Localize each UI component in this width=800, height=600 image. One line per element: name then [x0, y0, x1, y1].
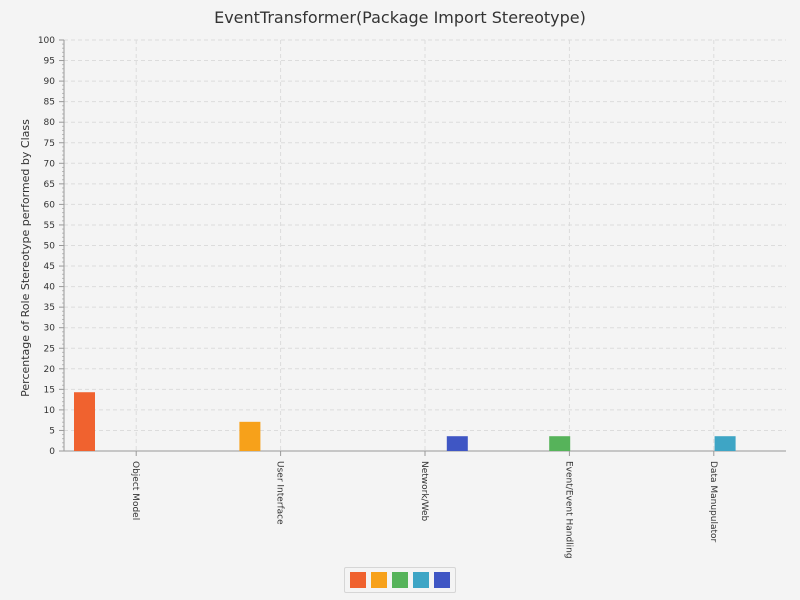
y-tick-label: 10: [44, 406, 56, 416]
x-axis: Object Model User Interface Network/Web Eve…: [64, 450, 786, 559]
y-tick-label: 0: [49, 447, 55, 457]
y-tick-label: 95: [44, 57, 55, 67]
y-tick-label: 30: [44, 324, 56, 334]
bar: [239, 421, 261, 451]
legend-swatch: [371, 572, 387, 588]
y-tick-label: 40: [44, 283, 56, 293]
y-axis: 0 5 10 15 20 25 30 35 40 45 50 55 60 65 70 75 80 85 90 95 10…: [38, 36, 65, 457]
y-tick-label: 65: [44, 180, 55, 190]
y-tick-label: 100: [38, 36, 55, 46]
y-tick-label: 5: [49, 426, 55, 436]
y-tick-label: 80: [44, 118, 56, 128]
y-tick-label: 90: [44, 77, 56, 87]
x-tick-label: Data Manupulator: [708, 461, 718, 543]
bars: [74, 392, 736, 451]
legend: [344, 567, 456, 593]
y-tick-label: 85: [44, 98, 55, 108]
x-tick-label: Object Model: [130, 461, 140, 520]
y-tick-label: 75: [44, 139, 55, 149]
legend-swatch: [350, 572, 366, 588]
y-tick-label: 45: [44, 262, 55, 272]
y-tick-label: 60: [44, 200, 56, 210]
y-tick-label: 70: [44, 159, 56, 169]
legend-swatch: [413, 572, 429, 588]
y-axis-label: Percentage of Role Stereotype performed …: [19, 119, 32, 397]
bar: [446, 436, 468, 451]
x-tick-label: Event/Event Handling: [563, 461, 573, 559]
legend-swatch: [434, 572, 450, 588]
y-tick-label: 35: [44, 303, 55, 313]
chart-title: EventTransformer(Package Import Stereoty…: [214, 8, 586, 27]
grid: [64, 39, 786, 451]
bar: [549, 436, 571, 451]
y-tick-label: 20: [44, 365, 56, 375]
x-tick-label: User Interface: [275, 461, 285, 525]
legend-swatch: [392, 572, 408, 588]
y-tick-label: 50: [44, 242, 56, 252]
bar: [74, 392, 95, 451]
y-tick-label: 55: [44, 221, 55, 231]
x-tick-label: Network/Web: [419, 461, 429, 522]
bar: [714, 436, 736, 451]
y-tick-label: 25: [44, 344, 55, 354]
y-tick-label: 15: [44, 385, 55, 395]
